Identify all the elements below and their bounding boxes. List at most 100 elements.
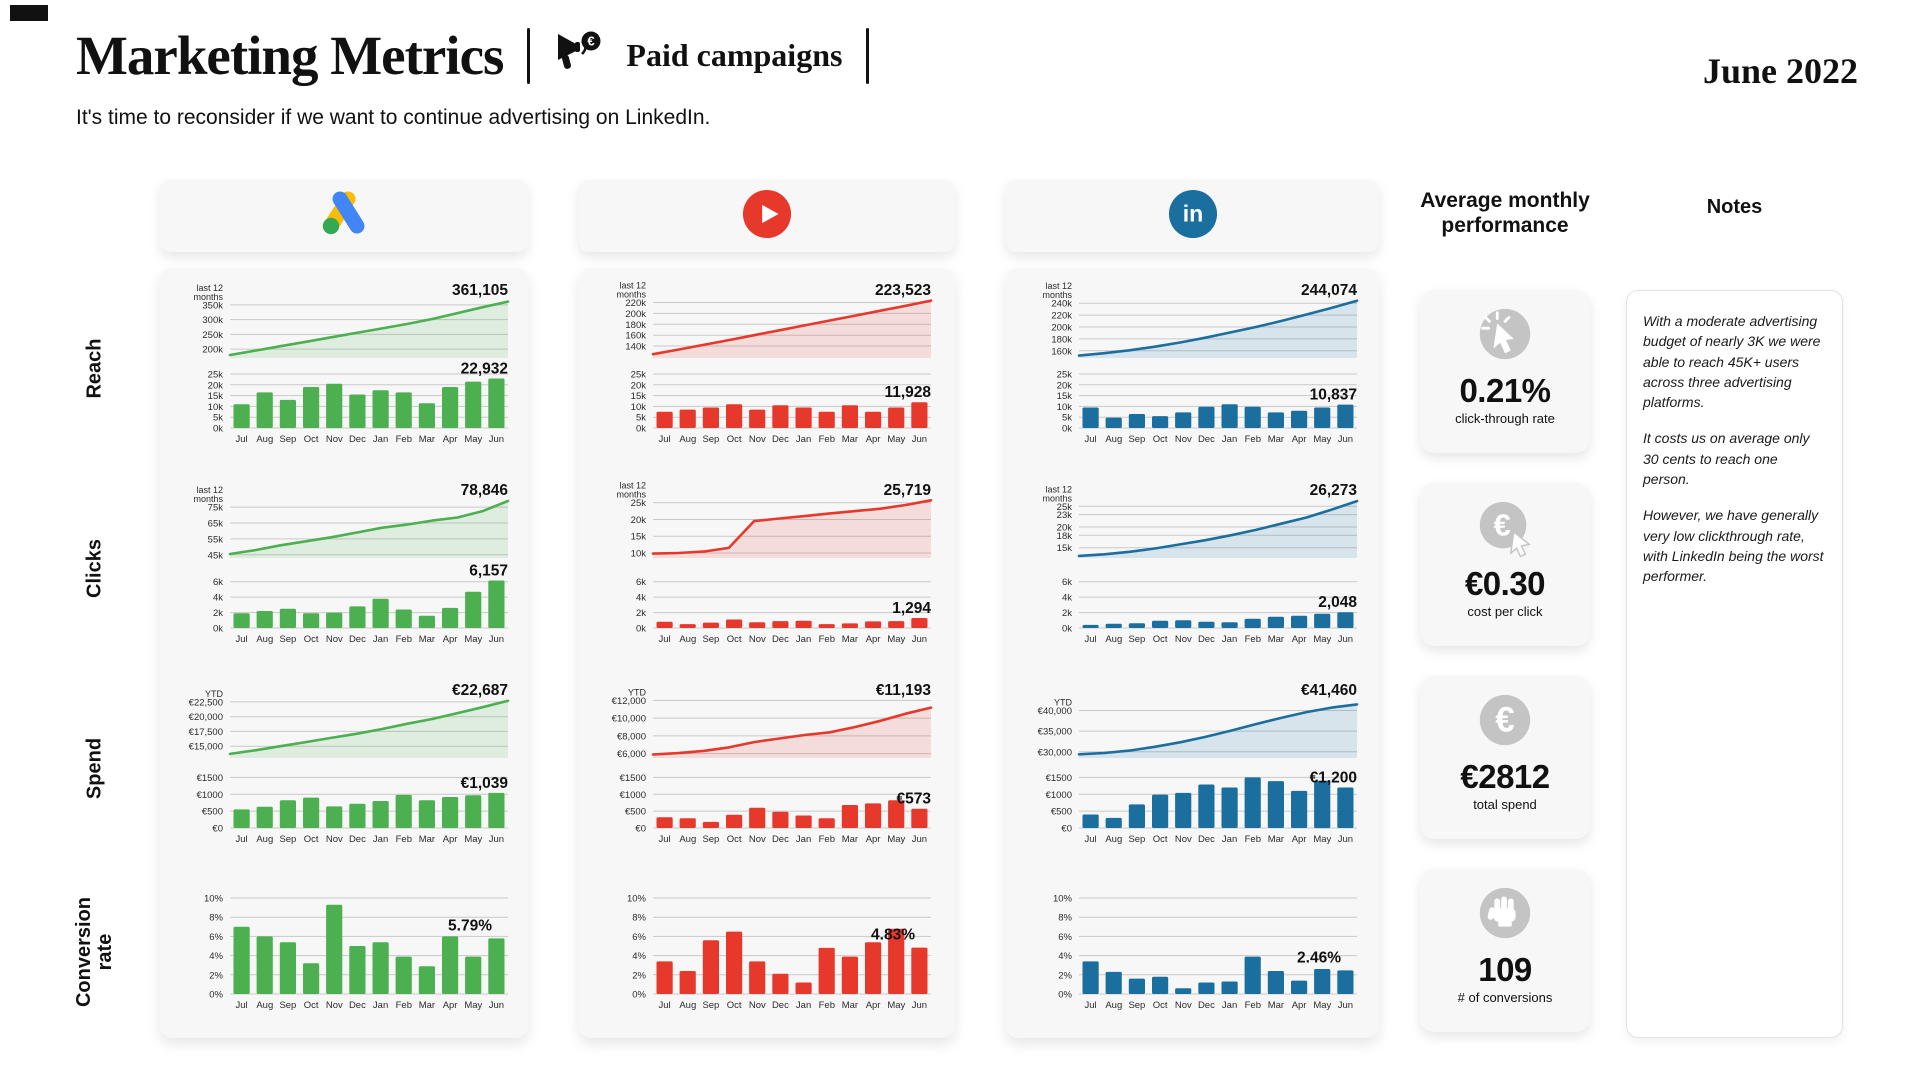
svg-text:Dec: Dec <box>1197 834 1214 845</box>
svg-text:Apr: Apr <box>866 834 881 845</box>
svg-text:Nov: Nov <box>326 634 343 645</box>
linkedin-spend-section: €40,000 €35,000 €30,000 YTD €41,460 €1500 €100… <box>1006 682 1379 854</box>
svg-text:0%: 0% <box>209 990 223 1001</box>
kpi-value: 109 <box>1478 951 1532 988</box>
google-ads-reach-section: 350k 300k 250k 200k last 12 months 361,105 25k 2… <box>160 282 528 454</box>
svg-text:€30,000: €30,000 <box>1037 747 1071 758</box>
svg-text:€1500: €1500 <box>620 773 646 784</box>
svg-text:Sep: Sep <box>279 634 296 645</box>
youtube-spend-trend-chart: €12,000 €10,000 €8,000 €6,000 YTD €11,193 <box>579 682 955 762</box>
youtube-reach-section: 220k 200k 180k 160k 140k last 12 months 223,523… <box>579 282 955 454</box>
google-ads-conversion-chart: 10% 8% 6% 4% 2% 0% Jul Aug Sep Oct Nov Dec Jan Feb Mar… <box>160 882 528 1022</box>
svg-text:€17,500: €17,500 <box>189 727 223 738</box>
svg-text:4k: 4k <box>636 593 646 604</box>
svg-text:YTD: YTD <box>628 687 647 697</box>
linkedin-clicks-trend-chart: 25k 23k 20k 18k 15k last 12 months 26,273 <box>1006 482 1379 562</box>
svg-text:180k: 180k <box>1051 334 1072 345</box>
svg-text:10%: 10% <box>1052 894 1072 905</box>
svg-text:Jul: Jul <box>1084 834 1096 845</box>
linkedin-reach-monthly-chart: 25k 20k 15k 10k 5k 0k Jul Aug Sep Oct Nov Dec Jan Feb… <box>1006 362 1379 454</box>
svg-text:€: € <box>588 34 595 49</box>
svg-text:Dec: Dec <box>349 834 366 845</box>
svg-text:Jan: Jan <box>373 1000 388 1011</box>
google-ads-spend-trend-chart: €22,500 €20,000 €17,500 €15,000 YTD €22,687 <box>160 682 528 762</box>
svg-text:Jun: Jun <box>1337 1000 1352 1011</box>
svg-text:€500: €500 <box>625 807 646 818</box>
notes-paragraph: However, we have generally very low clic… <box>1643 507 1824 585</box>
svg-text:€10,000: €10,000 <box>612 714 646 725</box>
notes-paragraph: With a moderate advertising budget of ne… <box>1643 313 1821 411</box>
svg-text:Jul: Jul <box>659 434 671 445</box>
svg-text:2k: 2k <box>1061 608 1071 619</box>
svg-text:last 12: last 12 <box>1045 484 1072 494</box>
linkedin-spend-trend-chart: €40,000 €35,000 €30,000 YTD €41,460 <box>1006 682 1379 762</box>
svg-text:€0: €0 <box>635 824 646 835</box>
svg-text:45k: 45k <box>208 550 224 561</box>
svg-text:Jun: Jun <box>489 1000 504 1011</box>
svg-text:€40,000: €40,000 <box>1037 706 1071 717</box>
svg-text:Dec: Dec <box>1197 434 1214 445</box>
svg-text:Feb: Feb <box>396 1000 412 1011</box>
svg-text:YTD: YTD <box>205 689 224 699</box>
kpi-card-total-spend: € €2812 total spend <box>1420 676 1590 839</box>
youtube-clicks-section: 25k 20k 15k 10k last 12 months 25,719 6k 4k 2k 0k J… <box>579 482 955 654</box>
linkedin-conversion-chart: 10% 8% 6% 4% 2% 0% Jul Aug Sep Oct Nov Dec Jan Feb Mar… <box>1006 882 1379 1022</box>
svg-text:€0: €0 <box>1061 824 1072 835</box>
svg-text:Jun: Jun <box>912 634 927 645</box>
svg-text:Feb: Feb <box>819 634 835 645</box>
svg-text:Oct: Oct <box>1152 1000 1167 1011</box>
youtube-conversion-section: 10% 8% 6% 4% 2% 0% Jul Aug Sep Oct Nov Dec Jan Feb Mar… <box>579 882 955 1022</box>
svg-text:20k: 20k <box>1056 380 1072 391</box>
svg-text:Jul: Jul <box>659 634 671 645</box>
svg-text:6%: 6% <box>1058 932 1072 943</box>
svg-text:0k: 0k <box>1061 424 1071 435</box>
svg-text:23k: 23k <box>1056 510 1072 521</box>
kpi-card-cost-per-click: € €0.30 cost per click <box>1420 483 1590 646</box>
svg-text:€1000: €1000 <box>1045 790 1071 801</box>
svg-text:last 12: last 12 <box>196 283 223 293</box>
google-ads-logo-card <box>160 180 528 252</box>
svg-text:last 12: last 12 <box>619 482 646 491</box>
svg-text:25,719: 25,719 <box>884 482 932 499</box>
corner-mark <box>10 5 48 21</box>
svg-text:months: months <box>193 494 223 504</box>
svg-text:78,846: 78,846 <box>461 482 509 499</box>
header: Marketing Metrics € Paid campaigns <box>76 24 870 87</box>
svg-text:10k: 10k <box>208 402 224 413</box>
svg-text:6%: 6% <box>209 932 223 943</box>
svg-text:200k: 200k <box>625 309 646 320</box>
svg-text:6k: 6k <box>1061 577 1071 588</box>
svg-text:last 12: last 12 <box>196 485 223 495</box>
youtube-logo-card <box>579 180 955 252</box>
svg-text:Sep: Sep <box>702 834 719 845</box>
svg-text:€22,500: €22,500 <box>189 697 223 708</box>
svg-text:May: May <box>1313 834 1331 845</box>
svg-text:Aug: Aug <box>256 434 273 445</box>
svg-text:20k: 20k <box>208 380 224 391</box>
svg-text:Jun: Jun <box>489 634 504 645</box>
svg-text:250k: 250k <box>202 330 223 341</box>
svg-text:Apr: Apr <box>1291 834 1306 845</box>
svg-text:Aug: Aug <box>679 634 696 645</box>
svg-text:Dec: Dec <box>1197 634 1214 645</box>
svg-text:2k: 2k <box>213 608 223 619</box>
svg-text:5k: 5k <box>636 413 646 424</box>
svg-text:Feb: Feb <box>396 634 412 645</box>
svg-text:Mar: Mar <box>419 1000 435 1011</box>
svg-text:18k: 18k <box>1056 531 1072 542</box>
youtube-conversion-chart: 10% 8% 6% 4% 2% 0% Jul Aug Sep Oct Nov Dec Jan Feb Mar… <box>579 882 955 1022</box>
svg-text:Jan: Jan <box>373 634 388 645</box>
google-ads-conversion-section: 10% 8% 6% 4% 2% 0% Jul Aug Sep Oct Nov Dec Jan Feb Mar… <box>160 882 528 1022</box>
kpi-value: €2812 <box>1460 758 1550 795</box>
svg-text:last 12: last 12 <box>619 282 646 291</box>
svg-text:8%: 8% <box>209 913 223 924</box>
svg-text:75k: 75k <box>208 503 224 514</box>
svg-text:Jul: Jul <box>236 634 248 645</box>
svg-text:May: May <box>1313 634 1331 645</box>
svg-text:€: € <box>1493 508 1510 543</box>
svg-text:220k: 220k <box>1051 311 1072 322</box>
kpi-card-of-conversions: 109 # of conversions <box>1420 869 1590 1032</box>
row-label-text: Reach <box>83 337 106 399</box>
svg-text:Dec: Dec <box>349 634 366 645</box>
